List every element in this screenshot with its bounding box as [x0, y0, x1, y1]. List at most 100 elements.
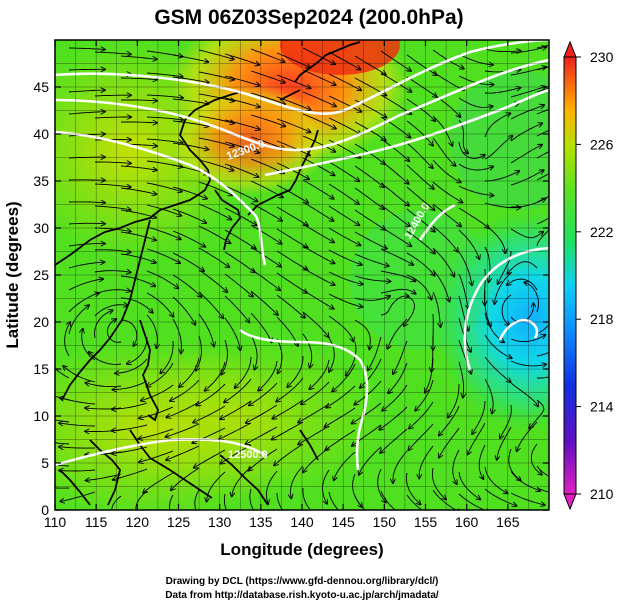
streamline [328, 161, 359, 181]
streamline [536, 351, 549, 357]
streamline [250, 246, 281, 267]
streamline [354, 165, 384, 187]
chart-title: GSM 06Z03Sep2024 (200.0hPa) [154, 6, 463, 29]
streamline [120, 209, 156, 218]
streamline [172, 142, 208, 150]
streamline [406, 164, 434, 189]
streamline [404, 296, 415, 326]
streamline [224, 295, 249, 322]
streamline [146, 94, 183, 98]
streamline [536, 151, 549, 159]
streamline [198, 159, 233, 171]
streamline [458, 163, 493, 170]
streamline [536, 217, 549, 225]
streamline [55, 464, 70, 467]
streamline [224, 97, 260, 107]
streamline [60, 398, 96, 405]
streamline [406, 252, 435, 276]
streamline [250, 70, 285, 83]
streamline [166, 423, 200, 437]
streamline [94, 117, 131, 118]
streamline [146, 226, 181, 239]
streamline [524, 282, 539, 313]
streamline [536, 87, 549, 93]
streamline [406, 98, 435, 121]
streamline [146, 292, 174, 317]
streamline [328, 491, 339, 510]
streamline [380, 296, 409, 316]
streamline [276, 74, 311, 88]
streamline [147, 362, 174, 387]
streamline [146, 116, 183, 120]
streamline [510, 170, 544, 186]
streamline [205, 361, 226, 391]
streamline [68, 112, 105, 114]
x-tick-label: 120 [126, 514, 150, 530]
x-axis: 110 115 120 125 130 135 140 145 150 155 160 165 [44, 40, 520, 530]
streamline [120, 275, 155, 286]
x-tick-label: 145 [331, 514, 355, 530]
streamline [302, 487, 311, 510]
streamline [458, 207, 489, 228]
streamline [302, 333, 312, 368]
colorbar-bottom-arrow [563, 493, 577, 511]
streamline [432, 291, 441, 327]
streamline [169, 494, 174, 510]
streamline [497, 426, 512, 460]
streamline [250, 290, 278, 315]
streamline [380, 288, 416, 294]
streamline [166, 445, 200, 460]
streamline [507, 278, 538, 291]
streamline [85, 383, 122, 388]
streamline [68, 69, 105, 70]
streamline [406, 494, 423, 510]
streamline [172, 296, 195, 325]
streamline [302, 135, 335, 152]
streamline [171, 467, 200, 490]
streamline [146, 182, 182, 192]
streamline [143, 472, 174, 493]
y-tick-label: 45 [33, 79, 49, 95]
streamline [328, 183, 359, 204]
streamline [508, 448, 521, 481]
streamline [507, 261, 538, 274]
streamline [141, 384, 174, 401]
streamline [537, 376, 549, 379]
streamline [196, 383, 226, 405]
streamline [276, 228, 308, 248]
streamline [484, 356, 511, 382]
streamline [328, 117, 361, 135]
streamline [276, 316, 298, 346]
streamline [511, 199, 546, 208]
streamline [172, 120, 209, 126]
streamline [380, 490, 396, 510]
streamline [425, 357, 434, 393]
streamline [382, 384, 408, 411]
streamline [115, 358, 148, 373]
x-tick-label: 160 [455, 514, 479, 530]
streamline [60, 491, 96, 502]
streamline [354, 253, 389, 266]
streamline [328, 271, 363, 284]
streamline [198, 269, 227, 292]
streamline [458, 97, 493, 107]
streamline [439, 405, 460, 436]
streamline [250, 136, 285, 149]
colorbar-tick-label: 222 [590, 224, 614, 240]
streamline [298, 403, 330, 423]
streamline [432, 181, 463, 203]
streamline [86, 473, 122, 481]
streamline [276, 52, 310, 67]
streamline [354, 187, 384, 209]
streamline [198, 71, 234, 80]
streamline [172, 98, 209, 104]
streamline [220, 400, 252, 419]
streamline [64, 322, 71, 357]
x-tick-label: 115 [85, 514, 108, 530]
credit-line-2: Data from http://database.rish.kyoto-u.a… [165, 590, 439, 601]
streamline [324, 407, 356, 427]
streamline [68, 48, 105, 50]
streamline [68, 305, 89, 335]
streamline [510, 47, 546, 54]
streamline [536, 173, 549, 181]
